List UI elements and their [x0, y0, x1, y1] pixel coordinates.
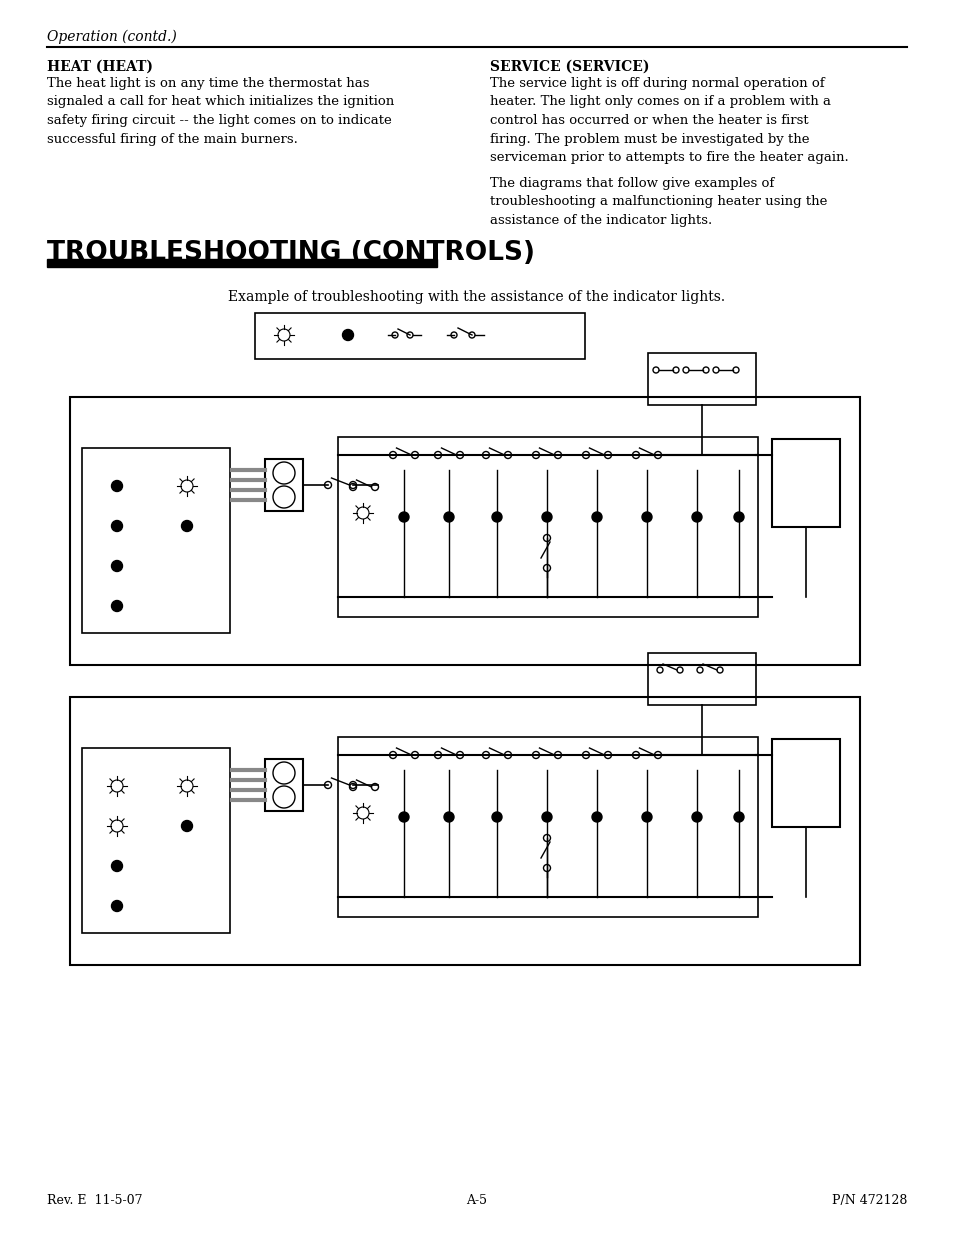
Text: Example of troubleshooting with the assistance of the indicator lights.: Example of troubleshooting with the assi…	[228, 290, 725, 304]
Bar	[82, 748, 230, 932]
Circle shape	[733, 513, 743, 522]
Bar	[265, 760, 303, 811]
Circle shape	[733, 811, 743, 823]
Circle shape	[112, 520, 122, 531]
Circle shape	[112, 480, 122, 492]
Text: TROUBLESHOOTING (CONTROLS): TROUBLESHOOTING (CONTROLS)	[47, 240, 535, 266]
Text: SERVICE (SERVICE): SERVICE (SERVICE)	[490, 61, 649, 74]
Bar	[337, 737, 758, 918]
Bar	[771, 438, 840, 527]
Circle shape	[181, 820, 193, 831]
Circle shape	[112, 861, 122, 872]
Bar	[254, 312, 584, 359]
Circle shape	[112, 900, 122, 911]
Bar	[70, 697, 859, 965]
Circle shape	[443, 513, 454, 522]
Circle shape	[541, 513, 552, 522]
Circle shape	[691, 811, 701, 823]
Circle shape	[641, 811, 651, 823]
Bar	[70, 396, 859, 664]
Circle shape	[592, 811, 601, 823]
Circle shape	[492, 513, 501, 522]
Bar	[647, 653, 755, 705]
Bar	[82, 448, 230, 634]
Circle shape	[112, 600, 122, 611]
Circle shape	[181, 520, 193, 531]
Bar	[337, 437, 758, 618]
Text: Rev. E  11-5-07: Rev. E 11-5-07	[47, 1194, 142, 1207]
Text: A-5: A-5	[466, 1194, 487, 1207]
Circle shape	[342, 330, 354, 341]
Bar	[265, 459, 303, 511]
Circle shape	[641, 513, 651, 522]
Text: The heat light is on any time the thermostat has
signaled a call for heat which : The heat light is on any time the thermo…	[47, 77, 394, 146]
Text: P/N 472128: P/N 472128	[831, 1194, 906, 1207]
Circle shape	[691, 513, 701, 522]
Circle shape	[398, 811, 409, 823]
Circle shape	[541, 811, 552, 823]
Text: The service light is off during normal operation of
heater. The light only comes: The service light is off during normal o…	[490, 77, 848, 164]
Circle shape	[592, 513, 601, 522]
Text: HEAT (HEAT): HEAT (HEAT)	[47, 61, 152, 74]
Circle shape	[443, 811, 454, 823]
Circle shape	[112, 561, 122, 572]
Text: Operation (contd.): Operation (contd.)	[47, 30, 176, 44]
Bar	[47, 259, 436, 267]
Text: The diagrams that follow give examples of
troubleshooting a malfunctioning heate: The diagrams that follow give examples o…	[490, 177, 826, 227]
Circle shape	[492, 811, 501, 823]
Circle shape	[398, 513, 409, 522]
Bar	[647, 353, 755, 405]
Bar	[771, 739, 840, 827]
